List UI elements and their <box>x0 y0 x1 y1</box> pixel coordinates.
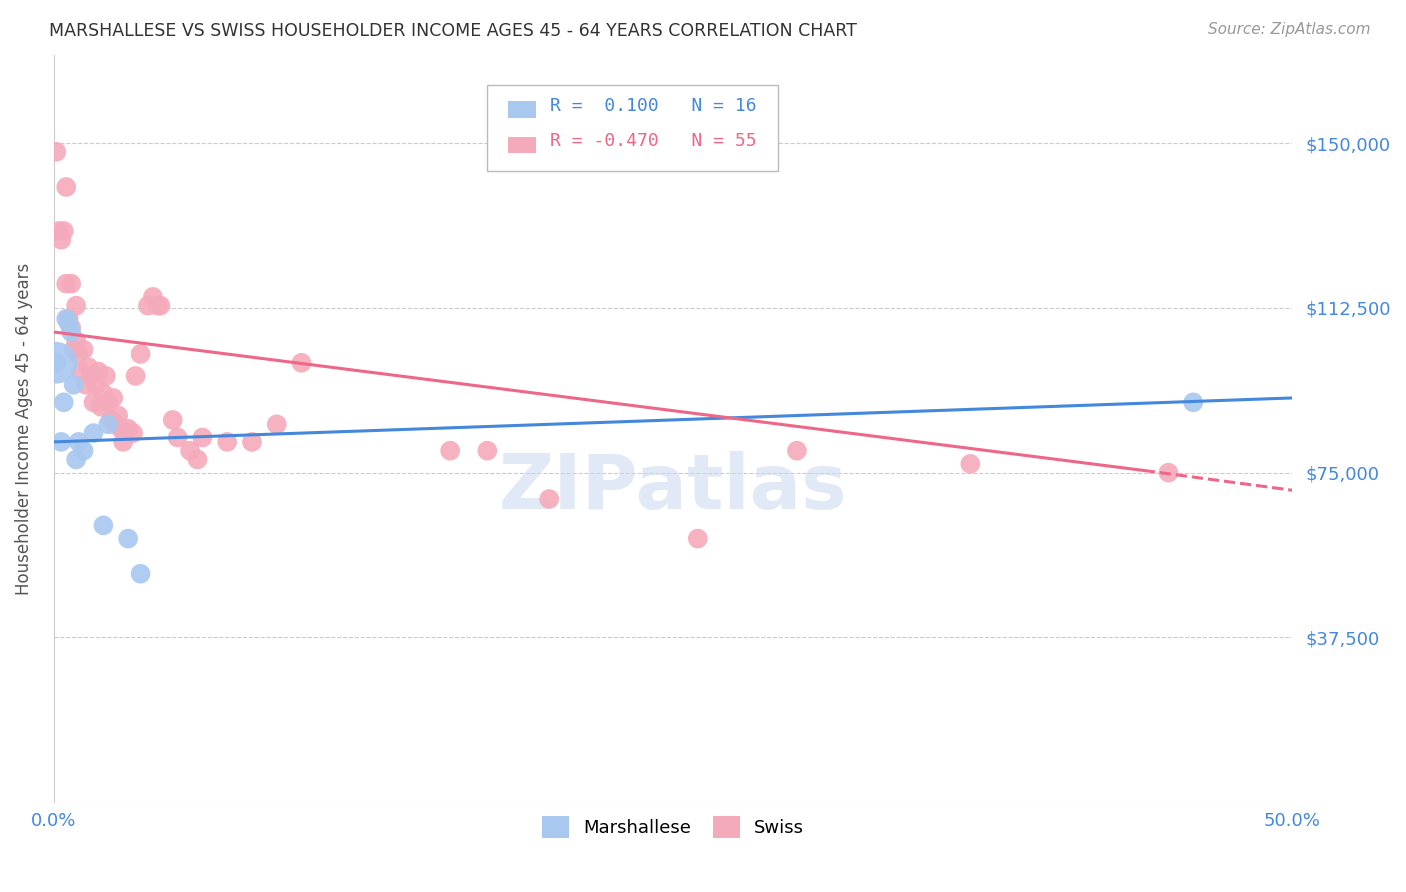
Point <box>93 386 115 401</box>
Point <box>149 299 172 313</box>
Point <box>65 334 87 348</box>
Point <box>51 434 73 449</box>
Point <box>45 356 67 370</box>
Point <box>290 356 312 370</box>
Point <box>103 391 125 405</box>
Point <box>107 409 129 423</box>
Point <box>191 430 214 444</box>
Y-axis label: Householder Income Ages 45 - 64 years: Householder Income Ages 45 - 64 years <box>15 262 32 595</box>
Point <box>62 343 84 357</box>
Point <box>45 356 67 370</box>
Point <box>58 316 80 330</box>
Point <box>62 377 84 392</box>
Point <box>65 299 87 313</box>
Point <box>786 443 808 458</box>
Point <box>67 434 90 449</box>
Point <box>60 277 83 291</box>
Point <box>72 343 94 357</box>
Text: Source: ZipAtlas.com: Source: ZipAtlas.com <box>1208 22 1371 37</box>
FancyBboxPatch shape <box>488 85 779 171</box>
Point <box>55 180 77 194</box>
Point <box>166 430 188 444</box>
Point <box>52 395 75 409</box>
Point <box>48 224 70 238</box>
Point <box>124 368 146 383</box>
Point <box>538 491 561 506</box>
Point <box>55 311 77 326</box>
Point <box>45 145 67 159</box>
Point <box>240 434 263 449</box>
Point <box>1157 466 1180 480</box>
Point <box>439 443 461 458</box>
Point <box>60 320 83 334</box>
Text: MARSHALLESE VS SWISS HOUSEHOLDER INCOME AGES 45 - 64 YEARS CORRELATION CHART: MARSHALLESE VS SWISS HOUSEHOLDER INCOME … <box>49 22 858 40</box>
Point <box>266 417 288 432</box>
Point <box>110 422 132 436</box>
Point <box>82 426 104 441</box>
Point <box>100 413 122 427</box>
Point <box>129 566 152 581</box>
Point <box>122 426 145 441</box>
Point <box>67 347 90 361</box>
Point <box>136 299 159 313</box>
Point <box>93 518 115 533</box>
Point <box>77 360 100 375</box>
Point <box>686 532 709 546</box>
Point <box>142 290 165 304</box>
Point <box>65 452 87 467</box>
Point <box>55 277 77 291</box>
Point <box>117 422 139 436</box>
Point <box>82 395 104 409</box>
Point <box>146 299 169 313</box>
Point <box>87 365 110 379</box>
Point <box>75 377 97 392</box>
Text: ZIPatlas: ZIPatlas <box>499 451 848 525</box>
Point <box>477 443 499 458</box>
Text: R = -0.470   N = 55: R = -0.470 N = 55 <box>551 132 756 150</box>
FancyBboxPatch shape <box>509 136 536 153</box>
Point <box>80 368 103 383</box>
Point <box>186 452 208 467</box>
Point <box>51 233 73 247</box>
Point <box>959 457 981 471</box>
Point <box>112 434 135 449</box>
Point <box>162 413 184 427</box>
Point <box>117 532 139 546</box>
Point <box>217 434 239 449</box>
Point <box>90 400 112 414</box>
Point <box>97 417 120 432</box>
Legend: Marshallese, Swiss: Marshallese, Swiss <box>534 809 811 846</box>
Point <box>104 417 127 432</box>
Point <box>52 224 75 238</box>
Point <box>94 368 117 383</box>
Point <box>84 377 107 392</box>
Point <box>60 325 83 339</box>
Point <box>179 443 201 458</box>
Point <box>58 311 80 326</box>
Text: R =  0.100   N = 16: R = 0.100 N = 16 <box>551 96 756 114</box>
FancyBboxPatch shape <box>509 102 536 118</box>
Point <box>97 395 120 409</box>
Point <box>70 365 93 379</box>
Point <box>72 443 94 458</box>
Point <box>1182 395 1205 409</box>
Point <box>129 347 152 361</box>
